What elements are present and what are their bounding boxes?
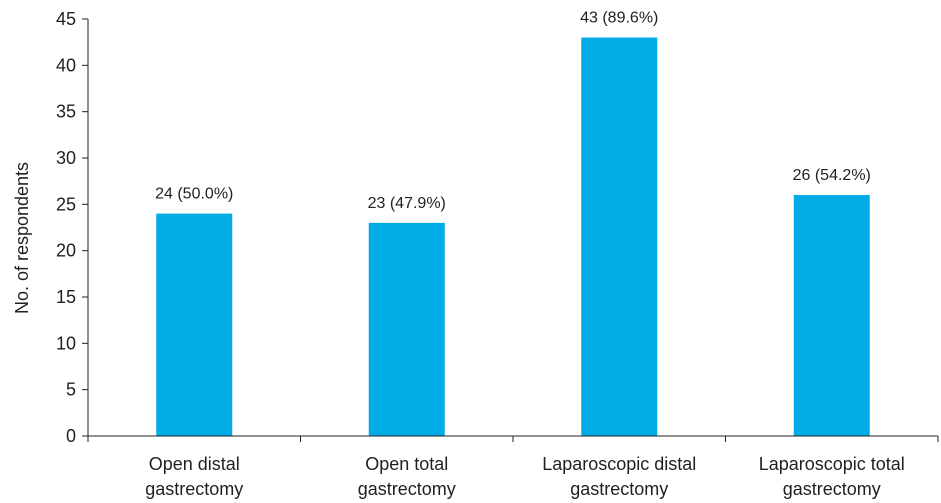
x-category-label: Open total (365, 454, 448, 474)
bars-group: 24 (50.0%) 23 (47.9%) 43 (89.6%) 26 (54.2%) (155, 10, 871, 437)
y-axis: 0 5 10 15 20 25 30 35 40 45 (56, 9, 89, 446)
x-category-label: gastrectomy (145, 479, 243, 499)
bar (156, 213, 233, 436)
data-label: 24 (50.0%) (155, 186, 233, 203)
y-tick-label: 15 (56, 287, 76, 307)
bar (368, 222, 445, 436)
bar (793, 195, 870, 436)
bar (581, 37, 658, 437)
x-category-label: Laparoscopic distal (542, 454, 696, 474)
y-tick-label: 25 (56, 194, 76, 214)
y-tick-label: 0 (66, 426, 76, 446)
x-category-label: Laparoscopic total (759, 454, 905, 474)
x-category-label: Open distal (149, 454, 240, 474)
y-tick-label: 10 (56, 333, 76, 353)
y-tick-label: 20 (56, 241, 76, 261)
x-category-label: gastrectomy (783, 479, 881, 499)
x-category-label: gastrectomy (358, 479, 456, 499)
x-category-label: gastrectomy (570, 479, 668, 499)
x-axis: Open distal gastrectomy Open total gastrect… (87, 435, 939, 499)
y-axis-title: No. of respondents (12, 162, 32, 314)
y-tick-label: 40 (56, 55, 76, 75)
data-label: 26 (54.2%) (793, 167, 871, 184)
y-tick-label: 5 (66, 380, 76, 400)
y-tick-label: 45 (56, 9, 76, 29)
data-label: 43 (89.6%) (580, 10, 658, 27)
y-tick-label: 30 (56, 148, 76, 168)
data-label: 23 (47.9%) (368, 195, 446, 212)
y-tick-label: 35 (56, 102, 76, 122)
